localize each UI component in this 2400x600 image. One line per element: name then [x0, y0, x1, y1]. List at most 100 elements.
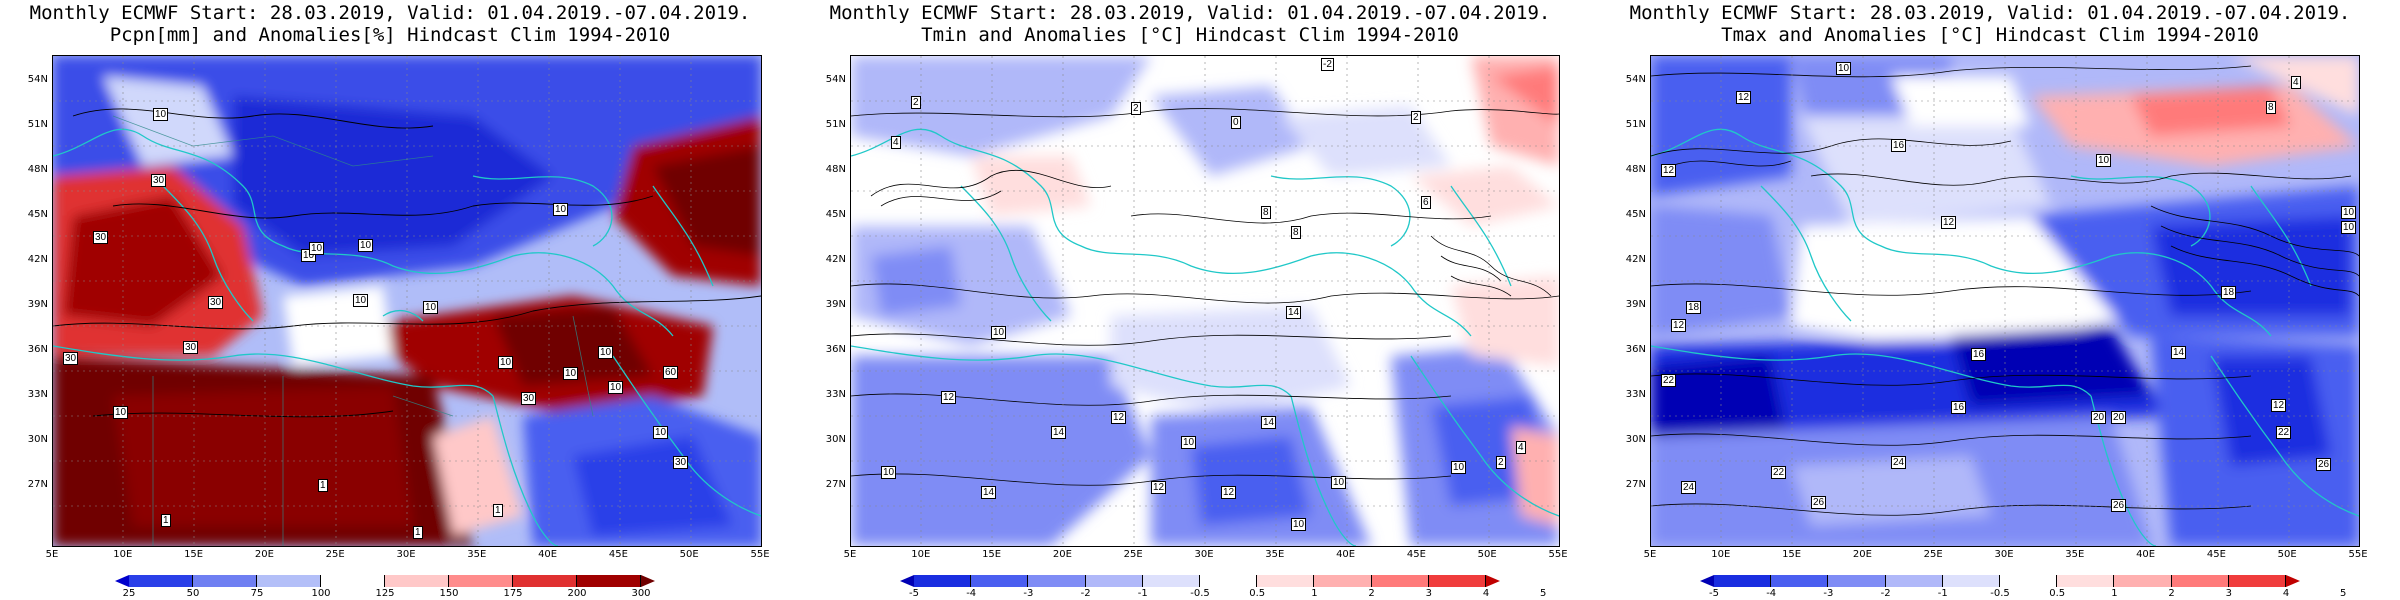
tmin-map-svg [851, 56, 1559, 546]
contour-label: 22 [2276, 426, 2292, 439]
lon-label: 5E [843, 549, 857, 560]
colorbar [115, 575, 655, 587]
colorbar-segment [2000, 575, 2058, 587]
contour-label: 12 [1111, 411, 1127, 424]
colorbar-label: 4 [2282, 588, 2290, 599]
lon-label: 50E [2277, 549, 2297, 560]
contour-label: 30 [151, 174, 167, 187]
lon-label: 10E [113, 549, 133, 560]
tmax-map: 10 12 8 4 12 16 10 12 14 16 18 20 22 24 … [1650, 55, 2360, 547]
lon-label: 45E [1406, 549, 1426, 560]
contour-label: 10 [309, 242, 325, 255]
lon-label: 40E [538, 549, 558, 560]
lat-label: 45N [1625, 209, 1646, 220]
contour-label: 0 [1231, 116, 1241, 129]
contour-label: 4 [891, 136, 901, 149]
contour-label: 12 [1671, 319, 1687, 332]
colorbar-label: 0.5 [2049, 588, 2066, 599]
colorbar-label: 5 [1540, 588, 1547, 599]
colorbar-segment [449, 575, 513, 587]
contour-label: 12 [1661, 164, 1677, 177]
lat-label: 48N [825, 164, 846, 175]
contour-label: 10 [598, 346, 614, 359]
lat-label: 45N [825, 209, 846, 220]
contour-label: 18 [1686, 301, 1702, 314]
contour-label: 10 [553, 203, 569, 216]
lon-label: 50E [1477, 549, 1497, 560]
lat-label: 51N [825, 119, 846, 130]
lon-label: 45E [2206, 549, 2226, 560]
colorbar-label: 300 [631, 588, 651, 599]
colorbar-segment [1714, 575, 1772, 587]
lat-label: 36N [1625, 344, 1646, 355]
lat-label: 33N [1625, 389, 1646, 400]
lon-label: 15E [1782, 549, 1802, 560]
lon-label: 35E [467, 549, 487, 560]
colorbar-label: 100 [311, 588, 331, 599]
panel-title-line1: Monthly ECMWF Start: 28.03.2019, Valid: … [1629, 2, 2351, 24]
contour-label: 14 [1286, 306, 1302, 319]
lat-label: 42N [825, 254, 846, 265]
contour-label: 20 [2091, 411, 2107, 424]
lat-label: 45N [27, 209, 48, 220]
colorbar-label: -0.5 [1190, 588, 1210, 599]
lat-label: 30N [1625, 434, 1646, 445]
colorbar-label: 200 [567, 588, 587, 599]
lon-label: 55E [750, 549, 770, 560]
colorbar-label: 50 [186, 588, 200, 599]
colorbar-segment [971, 575, 1029, 587]
tmin-map: -2 2 2 2 4 0 8 10 12 14 10 14 12 10 14 1… [850, 55, 1560, 547]
colorbar-label: -5 [909, 588, 919, 599]
colorbar [900, 575, 1501, 587]
colorbar-label: 5 [2340, 588, 2347, 599]
colorbar-segment [1371, 575, 1429, 587]
colorbar-segment [1771, 575, 1829, 587]
colorbar-segment [513, 575, 577, 587]
colorbar-segment [1200, 575, 1258, 587]
lon-label: 50E [679, 549, 699, 560]
colorbar-arrow-right [1486, 575, 1501, 587]
colorbar-label: -4 [1766, 588, 1777, 599]
lat-label: 48N [27, 164, 48, 175]
contour-label: 10 [1451, 461, 1467, 474]
panel-tmin: Monthly ECMWF Start: 28.03.2019, Valid: … [800, 0, 1580, 600]
colorbar [1700, 575, 2301, 587]
contour-label: -2 [1321, 58, 1334, 71]
lat-label: 48N [1625, 164, 1646, 175]
lon-label: 5E [1643, 549, 1657, 560]
panel-title-line1: Monthly ECMWF Start: 28.03.2019, Valid: … [829, 2, 1551, 24]
contour-label: 14 [981, 486, 997, 499]
precip-map: 10 30 10 10 10 30 30 10 10 10 30 10 30 1… [52, 55, 762, 547]
contour-label: 24 [1891, 456, 1907, 469]
contour-label: 1 [161, 514, 171, 527]
contour-label: 30 [93, 231, 109, 244]
contour-label: 1 [318, 479, 328, 492]
contour-label: 10 [2341, 206, 2357, 219]
colorbar-label: 3 [2225, 588, 2232, 599]
lon-label: 40E [1336, 549, 1356, 560]
contour-label: 12 [1221, 486, 1237, 499]
contour-label: 10 [113, 406, 129, 419]
lon-label: 15E [184, 549, 204, 560]
lon-label: 15E [982, 549, 1002, 560]
colorbar-segment [321, 575, 385, 587]
contour-label: 14 [2171, 346, 2187, 359]
lon-label: 30E [1194, 549, 1214, 560]
lon-label: 10E [1711, 549, 1731, 560]
colorbar-arrow-right [641, 575, 655, 587]
colorbar-label: 4 [1482, 588, 1490, 599]
contour-label: 60 [663, 366, 679, 379]
lat-label: 27N [1625, 479, 1646, 490]
colorbar-label: 75 [250, 588, 264, 599]
contour-label: 6 [1421, 196, 1431, 209]
lon-label: 5E [45, 549, 59, 560]
lon-label: 25E [1923, 549, 1943, 560]
lon-label: 25E [1123, 549, 1143, 560]
colorbar-segment [2228, 575, 2287, 587]
contour-label: 22 [1661, 374, 1677, 387]
colorbar-segment [2114, 575, 2172, 587]
lat-label: 30N [27, 434, 48, 445]
lat-label: 27N [27, 479, 48, 490]
contour-label: 16 [1971, 348, 1987, 361]
panel-precipitation: Monthly ECMWF Start: 28.03.2019, Valid: … [0, 0, 780, 600]
